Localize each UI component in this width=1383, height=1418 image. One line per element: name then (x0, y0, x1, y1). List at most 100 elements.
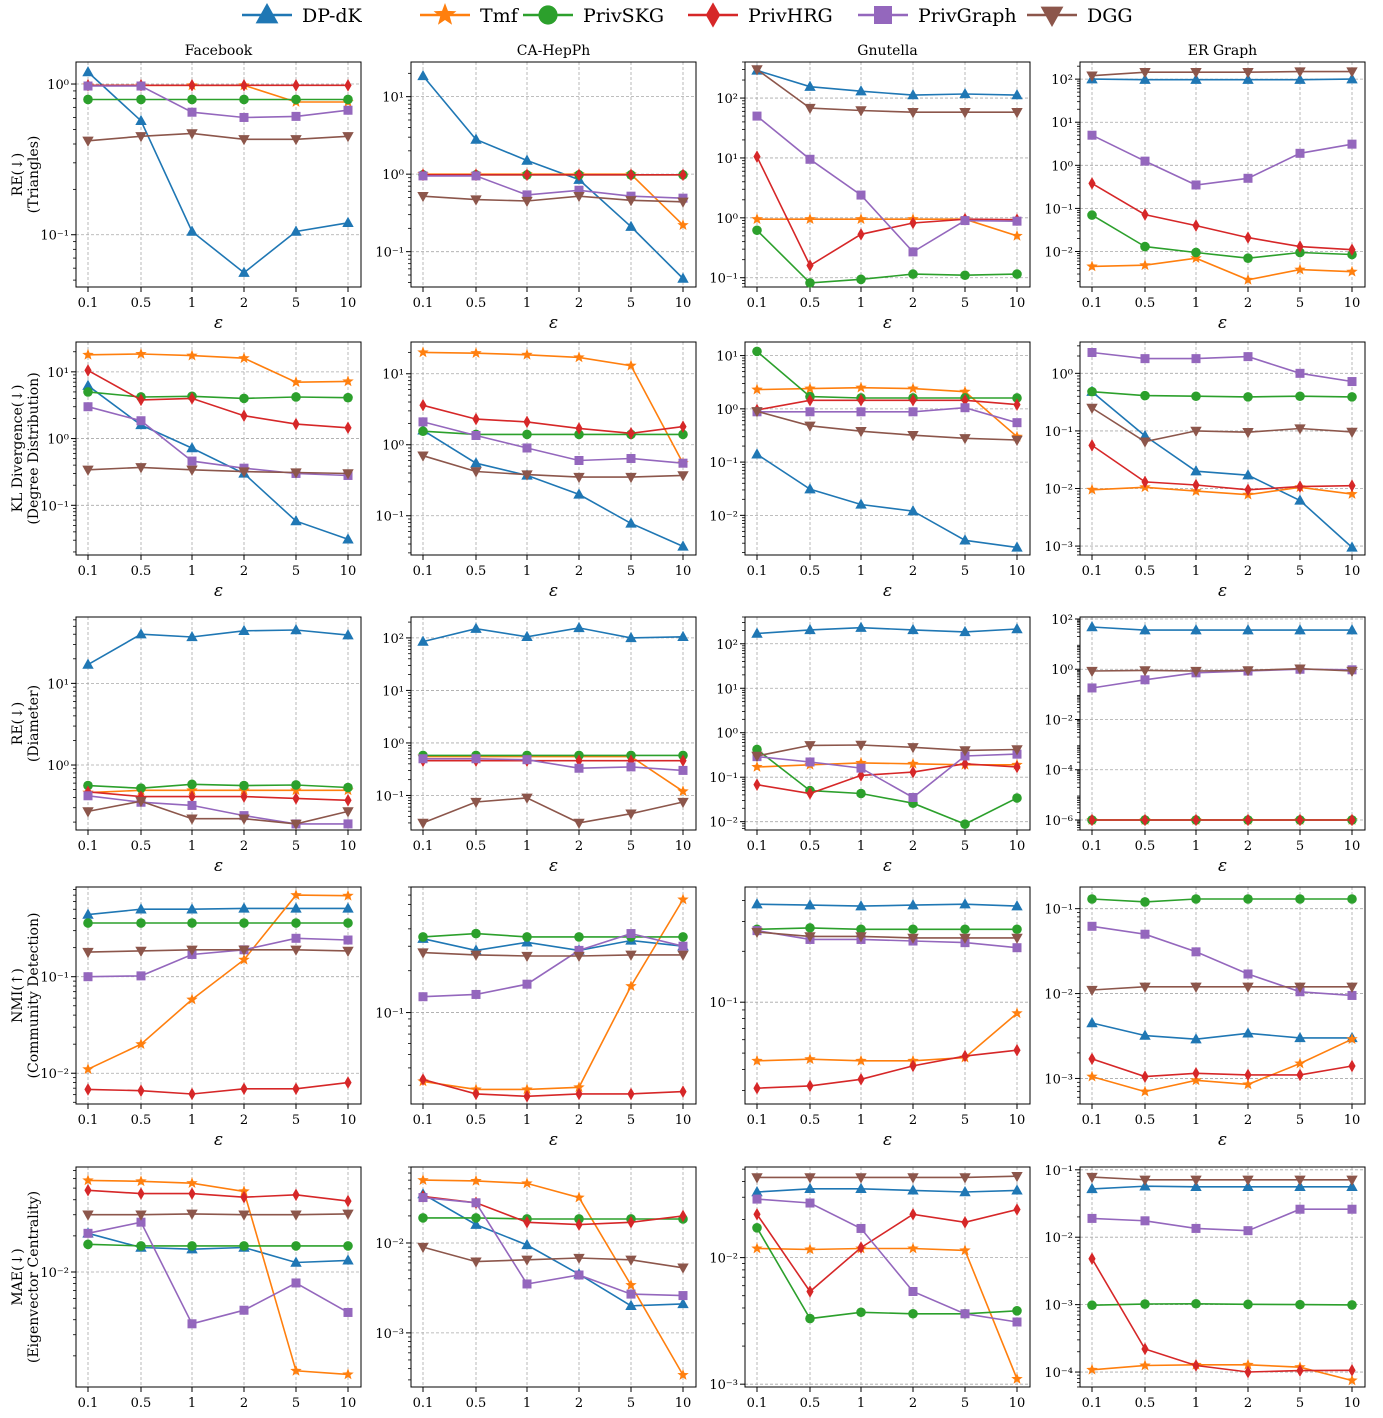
series-line-privskg (87, 1243, 348, 1247)
series-line-privskg (756, 927, 1017, 931)
series-line-privhrg (87, 791, 349, 802)
point-tmf (907, 1242, 919, 1254)
point-dp-dk (1242, 1180, 1254, 1191)
series-group (417, 621, 689, 829)
legend-label: PrivSKG (583, 5, 664, 27)
point-tmf (1139, 1085, 1151, 1097)
plot-frame (744, 61, 1031, 288)
y-tick-label: 10⁻³ (1044, 1299, 1073, 1314)
point-tmf (1086, 483, 1098, 495)
y-tick-label: 10⁰ (1051, 663, 1073, 678)
x-tick-labels: 0.1 0.5 1 2 5 10 (78, 1104, 356, 1128)
point-dp-dk (417, 69, 429, 81)
x-tick-label: 0.1 (413, 1396, 434, 1411)
point-dgg (290, 468, 302, 479)
point-privhrg (1192, 219, 1200, 232)
point-privgraph (471, 171, 481, 181)
point-dgg (907, 743, 919, 754)
point-privskg (752, 1223, 762, 1233)
x-tick-label: 0.1 (1082, 564, 1103, 579)
series-dgg (1086, 67, 1358, 82)
point-privhrg (909, 765, 917, 779)
x-tick-labels: 0.1 0.5 1 2 5 10 (747, 287, 1025, 311)
point-privhrg (1348, 813, 1356, 827)
point-tmf (804, 382, 816, 394)
point-privskg (908, 269, 918, 279)
series-line-tmf (756, 1247, 1018, 1380)
point-dp-dk (1346, 624, 1358, 635)
point-dgg (625, 809, 637, 820)
x-tick-label: 1 (857, 839, 865, 854)
point-dgg (1190, 67, 1202, 79)
series-privhrg (419, 398, 687, 440)
series-line-tmf (422, 351, 684, 464)
series-tmf (417, 346, 689, 469)
series-line-dgg (87, 948, 349, 953)
chart-panel: 10⁻² 0.1 0.5 1 2 5 10 ε MAE(↓)(Eigenvector Centr… (10, 1166, 362, 1418)
series-line-tmf (87, 894, 349, 1070)
point-privgraph (1140, 929, 1150, 939)
y-tick-label: 10⁻² (375, 1237, 404, 1252)
point-privhrg (806, 259, 814, 272)
y-tick-labels: 10⁻⁴ 10⁻³ 10⁻² 10⁻¹ (1044, 1164, 1080, 1381)
x-tick-label: 5 (627, 1113, 635, 1128)
series-line-dp-dk (422, 75, 684, 280)
point-privhrg (344, 79, 352, 92)
point-dp-dk (1011, 1184, 1023, 1195)
legend-label: DGG (1087, 5, 1133, 27)
point-privhrg (1013, 1203, 1021, 1216)
series-line-privskg (756, 229, 1018, 284)
x-tick-label: 0.5 (466, 296, 487, 311)
series-group (1086, 347, 1358, 552)
point-privgraph (856, 763, 866, 773)
point-dp-dk (1011, 89, 1023, 100)
point-dp-dk (855, 1182, 867, 1193)
point-privgraph (805, 154, 815, 164)
point-privhrg (806, 1079, 814, 1093)
series-dgg (82, 797, 354, 830)
point-privskg (291, 1241, 301, 1251)
series-privgraph (752, 403, 1022, 428)
series-dp-dk (82, 66, 354, 277)
plot-frame (744, 886, 1031, 1105)
point-privgraph (471, 754, 481, 764)
point-dgg (751, 1173, 763, 1184)
point-privgraph (1295, 368, 1305, 378)
point-dp-dk (1190, 1033, 1202, 1044)
point-dp-dk (907, 89, 919, 100)
point-privskg (960, 270, 970, 281)
point-privgraph (626, 1289, 636, 1299)
point-dgg (677, 471, 689, 482)
point-dgg (907, 430, 919, 442)
series-line-dgg (756, 410, 1018, 441)
point-dp-dk (1086, 1016, 1098, 1028)
point-privhrg (627, 426, 635, 440)
x-tick-label: 0.1 (78, 839, 99, 854)
point-privhrg (1244, 813, 1252, 827)
point-tmf (677, 893, 689, 905)
series-privskg (83, 779, 353, 794)
point-privgraph (83, 972, 93, 982)
point-dp-dk (186, 630, 198, 642)
series-line-dp-dk (87, 629, 349, 666)
series-dgg (417, 793, 689, 829)
y-tick-label: 10⁰ (47, 433, 69, 448)
x-tick-label: 5 (292, 564, 300, 579)
point-tmf (677, 219, 689, 230)
point-privhrg (188, 79, 196, 92)
x-tick-label: 0.1 (747, 839, 768, 854)
series-line-privgraph (756, 115, 1018, 253)
point-dp-dk (804, 483, 816, 494)
point-dp-dk (290, 624, 302, 635)
point-tmf (290, 889, 302, 900)
y-tick-label: 10⁻¹ (375, 246, 404, 261)
point-dgg (342, 807, 354, 818)
series-dp-dk (751, 621, 1023, 638)
y-tick-label: 10¹ (716, 682, 738, 697)
y-axis-label: MAE(↓) (Eigenvector Centrality) (10, 1191, 42, 1363)
point-tmf (238, 352, 250, 364)
x-tick-labels: 0.1 0.5 1 2 5 10 (413, 555, 691, 579)
point-privhrg (292, 417, 300, 431)
point-privskg (908, 924, 918, 935)
series-privgraph (83, 933, 353, 982)
